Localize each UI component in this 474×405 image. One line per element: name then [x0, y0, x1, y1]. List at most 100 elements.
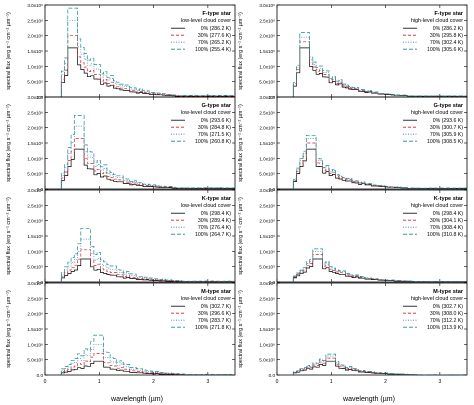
series-line [292, 353, 467, 376]
panel-k-type-low: 0.0 5.0x10⁵ 1.0x10⁶ 1.5x10⁶ 2.0x10⁶ 2.5x10⁶ 3.… [6, 188, 236, 285]
y-tick-label: 3.0x10⁶ [27, 188, 43, 193]
y-tick-label: 1.0x10⁶ [259, 249, 275, 254]
y-tick-label: 5.0x10⁵ [259, 265, 275, 270]
y-axis-label: spectral flux (erg s⁻¹ cm⁻² µm⁻¹) [238, 104, 244, 182]
legend-entry: 70% (283.7 K) [198, 318, 231, 324]
y-tick-label: 2.5x10⁶ [259, 110, 275, 115]
y-tick-label: 0.0 [37, 187, 44, 192]
panel-cloud-subtitle: high-level cloud cover [411, 296, 463, 302]
x-tick-label: 3 [206, 379, 209, 385]
y-axis-label: spectral flux (erg s⁻¹ cm⁻² µm⁻¹) [238, 290, 244, 368]
y-tick-label: 5.0x10⁵ [259, 358, 275, 363]
y-tick-label: 0.0 [37, 373, 44, 378]
series-line [60, 238, 235, 282]
x-tick-label: 2 [152, 379, 155, 385]
series-line [60, 125, 235, 189]
legend-entry: 100% (313.9 K) [427, 325, 463, 331]
y-tick-label: 0.0 [37, 95, 44, 100]
legend-entry: 30% (308.0 K) [430, 311, 463, 317]
series-line [60, 35, 235, 97]
series-line [292, 36, 467, 97]
legend-entry: 100% (308.5 K) [427, 139, 463, 145]
panel-cloud-subtitle: high-level cloud cover [411, 18, 463, 24]
legend-entry: 0% (302.7 K) [201, 304, 232, 310]
panel-star-title: G-type star [201, 103, 231, 109]
x-tick-label: 2 [384, 379, 387, 385]
y-tick-label: 0.0 [269, 187, 276, 192]
y-tick-label: 1.5x10⁶ [259, 49, 275, 54]
y-tick-label: 1.5x10⁶ [27, 141, 43, 146]
legend-entry: 30% (304.1 K) [430, 218, 463, 224]
y-tick-label: 0.0 [269, 373, 276, 378]
legend-entry: 70% (265.2 K) [198, 40, 231, 46]
legend-entry: 70% (302.4 K) [430, 40, 463, 46]
series-line [60, 334, 235, 375]
y-tick-label: 2.0x10⁶ [27, 219, 43, 224]
y-tick-label: 1.5x10⁶ [259, 141, 275, 146]
x-tick-label: 0 [276, 379, 279, 385]
panel-f-type-high: 0.0 5.0x10⁵ 1.0x10⁶ 1.5x10⁶ 2.0x10⁶ 2.5x10⁶ 3.… [238, 3, 468, 100]
y-tick-label: 1.0x10⁶ [27, 156, 43, 161]
legend-entry: 30% (296.6 K) [198, 311, 231, 317]
panel-star-title: M-type star [433, 289, 464, 295]
legend-entry: 70% (308.4 K) [430, 225, 463, 231]
legend-entry: 30% (289.4 K) [198, 218, 231, 224]
y-axis-label: spectral flux (erg s⁻¹ cm⁻² µm⁻¹) [238, 197, 244, 275]
legend-entry: 100% (310.8 K) [427, 232, 463, 238]
series-line [292, 134, 467, 189]
y-tick-label: 5.0x10⁵ [27, 80, 43, 85]
panel-g-type-high: 0.0 5.0x10⁵ 1.0x10⁶ 1.5x10⁶ 2.0x10⁶ 2.5x10⁶ 3.… [238, 95, 468, 192]
panel-star-title: G-type star [433, 103, 463, 109]
y-tick-label: 2.5x10⁶ [27, 203, 43, 208]
y-axis-label: spectral flux (erg s⁻¹ cm⁻² µm⁻¹) [6, 104, 12, 182]
y-tick-label: 3.0x10⁶ [27, 3, 43, 8]
series-line [292, 32, 467, 97]
legend-entry: 100% (305.6 K) [427, 47, 463, 53]
y-tick-label: 1.0x10⁶ [27, 64, 43, 69]
series-line [292, 248, 467, 282]
panel-k-type-high: 0.0 5.0x10⁵ 1.0x10⁶ 1.5x10⁶ 2.0x10⁶ 2.5x10⁶ 3.… [238, 188, 468, 285]
y-tick-label: 2.0x10⁶ [259, 312, 275, 317]
y-tick-label: 2.5x10⁶ [259, 18, 275, 23]
y-tick-label: 2.0x10⁶ [259, 126, 275, 131]
y-tick-label: 1.5x10⁶ [27, 327, 43, 332]
y-tick-label: 3.0x10⁶ [259, 95, 275, 100]
y-tick-label: 2.0x10⁶ [259, 219, 275, 224]
legend-entry: 0% (302.7 K) [433, 304, 464, 310]
y-tick-label: 2.5x10⁶ [259, 296, 275, 301]
y-tick-label: 2.0x10⁶ [27, 312, 43, 317]
series-line [292, 138, 467, 189]
y-axis-label: spectral flux (erg s⁻¹ cm⁻² µm⁻¹) [6, 197, 12, 275]
y-tick-label: 5.0x10⁵ [259, 172, 275, 177]
series-line [60, 249, 235, 282]
legend-entry: 30% (277.6 K) [198, 33, 231, 39]
panel-m-type-low: 0.0 5.0x10⁵ 1.0x10⁶ 1.5x10⁶ 2.0x10⁶ 2.5x10⁶ 3.… [6, 281, 236, 385]
y-tick-label: 5.0x10⁵ [27, 172, 43, 177]
y-tick-label: 0.0 [269, 95, 276, 100]
y-tick-label: 5.0x10⁵ [259, 80, 275, 85]
legend-entry: 70% (271.5 K) [198, 132, 231, 138]
y-tick-label: 3.0x10⁶ [259, 281, 275, 286]
y-tick-label: 0.0 [269, 280, 276, 285]
y-tick-label: 2.0x10⁶ [259, 34, 275, 39]
panel-star-title: M-type star [201, 289, 232, 295]
series-line [60, 258, 235, 283]
y-tick-label: 3.0x10⁶ [259, 188, 275, 193]
series-line [292, 357, 467, 376]
y-axis-label: spectral flux (erg s⁻¹ cm⁻² µm⁻¹) [238, 12, 244, 90]
y-tick-label: 1.0x10⁶ [259, 156, 275, 161]
y-axis-label: spectral flux (erg s⁻¹ cm⁻² µm⁻¹) [6, 290, 12, 368]
panel-g-type-low: 0.0 5.0x10⁵ 1.0x10⁶ 1.5x10⁶ 2.0x10⁶ 2.5x10⁶ 3.… [6, 95, 236, 192]
panel-star-title: K-type star [434, 196, 464, 202]
y-tick-label: 2.5x10⁶ [27, 110, 43, 115]
legend-entry: 100% (255.4 K) [195, 47, 231, 53]
y-tick-label: 1.5x10⁶ [259, 234, 275, 239]
legend-entry: 0% (286.2 K) [201, 26, 232, 32]
panel-star-title: F-type star [434, 11, 463, 17]
panel-grid: 0.0 5.0x10⁵ 1.0x10⁶ 1.5x10⁶ 2.0x10⁶ 2.5x10⁶ 3.… [6, 3, 468, 385]
y-axis-label: spectral flux (erg s⁻¹ cm⁻² µm⁻¹) [6, 12, 12, 90]
series-line [292, 142, 467, 189]
legend-entry: 30% (284.8 K) [198, 125, 231, 131]
x-axis-label-left: wavelength (µm) [110, 396, 163, 403]
